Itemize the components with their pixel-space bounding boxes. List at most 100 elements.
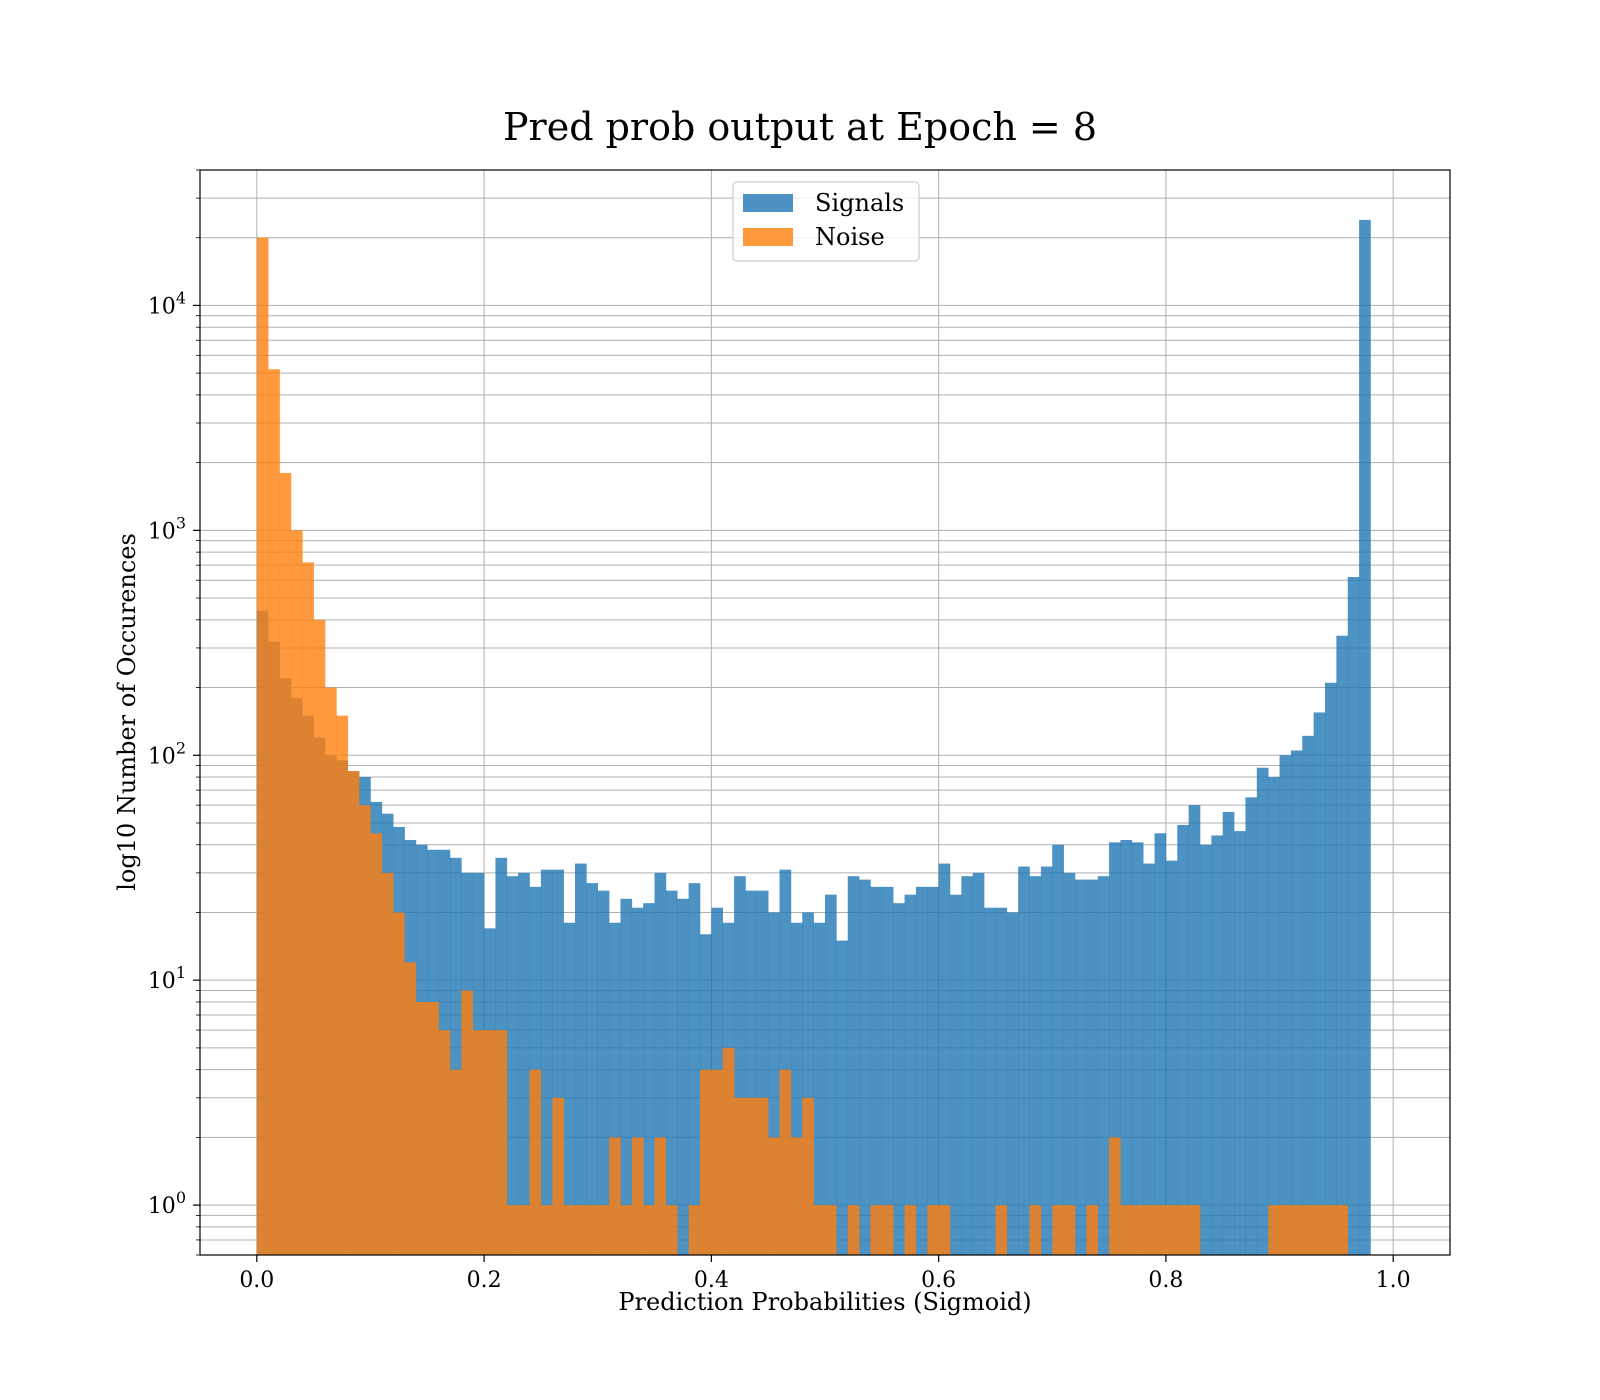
- bar: [1086, 879, 1099, 1255]
- bar: [540, 869, 553, 1255]
- bar: [756, 1097, 769, 1255]
- bar: [813, 1205, 826, 1255]
- bar: [1052, 844, 1064, 1255]
- bar: [1290, 750, 1303, 1255]
- bar: [950, 894, 962, 1255]
- legend-swatch-noise: [743, 228, 793, 246]
- bar: [790, 922, 803, 1255]
- bar: [995, 1205, 1008, 1255]
- bar: [1211, 835, 1224, 1255]
- bar: [404, 962, 417, 1255]
- bar: [575, 1205, 587, 1255]
- legend-swatch-signals: [743, 194, 793, 212]
- bar: [1063, 872, 1076, 1255]
- y-tick-label: 101: [148, 963, 186, 994]
- bar: [1359, 219, 1371, 1255]
- bar: [518, 872, 530, 1255]
- bar: [1200, 844, 1212, 1255]
- bar: [1177, 1205, 1189, 1255]
- bar: [915, 886, 928, 1255]
- bar: [552, 1097, 564, 1255]
- legend-label-signals: Signals: [815, 189, 904, 217]
- bar: [904, 1205, 917, 1255]
- bar: [938, 863, 951, 1255]
- bar: [1268, 777, 1280, 1255]
- bar: [1268, 1205, 1280, 1255]
- bar: [802, 1097, 814, 1255]
- bar: [768, 1137, 780, 1255]
- bar: [1234, 831, 1246, 1255]
- bar: [1290, 1205, 1303, 1255]
- series-noise-bars: [256, 237, 1349, 1255]
- bar: [1052, 1205, 1064, 1255]
- bar: [506, 876, 519, 1255]
- bar: [290, 530, 303, 1255]
- histogram-bars: [256, 219, 1371, 1255]
- bar: [1256, 767, 1269, 1255]
- bar: [1131, 842, 1144, 1255]
- bar: [279, 472, 292, 1255]
- bar: [563, 1205, 576, 1255]
- bar: [472, 1030, 485, 1255]
- bar: [370, 833, 383, 1255]
- bar: [609, 1137, 621, 1255]
- bar: [381, 872, 394, 1255]
- bar: [552, 869, 564, 1255]
- bar: [881, 1205, 894, 1255]
- bar: [1313, 1205, 1326, 1255]
- plot-frame: [199, 169, 1451, 1256]
- bar: [938, 1205, 951, 1255]
- bar: [313, 619, 326, 1255]
- bar: [347, 771, 360, 1255]
- y-tick-label: 103: [148, 513, 186, 544]
- x-tick-label: 0.0: [239, 1268, 274, 1293]
- x-tick-label: 0.2: [467, 1268, 502, 1293]
- bar: [1143, 1205, 1155, 1255]
- bar: [1222, 811, 1235, 1255]
- bar: [768, 912, 780, 1255]
- bar: [643, 1205, 655, 1255]
- bar: [859, 879, 871, 1255]
- bar: [1109, 1137, 1121, 1255]
- bar: [779, 1069, 792, 1255]
- bar: [1188, 1205, 1201, 1255]
- bar: [836, 940, 849, 1255]
- bar: [575, 863, 587, 1255]
- bar: [427, 1001, 439, 1255]
- bar: [1325, 682, 1337, 1255]
- bar: [927, 886, 939, 1255]
- bar: [1143, 863, 1155, 1255]
- bar: [790, 1137, 803, 1255]
- bar: [540, 1205, 553, 1255]
- bar: [700, 1069, 712, 1255]
- x-tick-label: 0.8: [1148, 1268, 1183, 1293]
- bar: [745, 1097, 758, 1255]
- bar: [734, 876, 746, 1255]
- x-axis-label: Prediction Probabilities (Sigmoid): [618, 1288, 1031, 1316]
- bar: [1097, 876, 1110, 1255]
- bar: [1075, 879, 1087, 1255]
- bar: [529, 1069, 542, 1255]
- bar: [302, 562, 314, 1255]
- bar: [563, 922, 576, 1255]
- bar: [904, 894, 917, 1255]
- bar: [825, 1205, 837, 1255]
- bar: [586, 1205, 599, 1255]
- bar: [1086, 1205, 1099, 1255]
- bar: [1302, 735, 1314, 1255]
- bar: [1279, 755, 1292, 1255]
- bar: [325, 687, 337, 1255]
- bar: [597, 1205, 610, 1255]
- bar: [870, 1205, 883, 1255]
- bar: [256, 237, 269, 1255]
- bar: [1029, 1205, 1042, 1255]
- bar: [711, 1069, 724, 1255]
- bar: [813, 922, 826, 1255]
- bar: [654, 872, 667, 1255]
- bar: [825, 894, 837, 1255]
- bar: [1120, 839, 1133, 1255]
- bar: [1302, 1205, 1314, 1255]
- axis-ticks: 0.0 0.2 0.4 0.6 0.8 1.0 100 101 102 103 104: [148, 169, 1411, 1293]
- bar: [1040, 866, 1053, 1255]
